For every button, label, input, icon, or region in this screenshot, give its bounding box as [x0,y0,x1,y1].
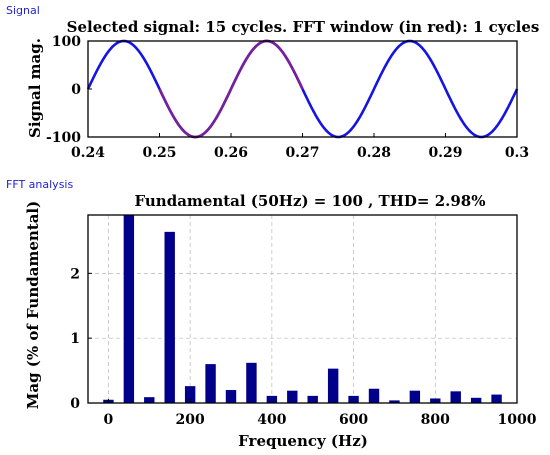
fft-x-tick-label: 0 [104,412,114,428]
fft-bar [123,215,135,403]
fft-y-tick-label: 0 [70,396,80,412]
fft-plot-frame [87,214,518,404]
fft-x-tick-label: 200 [176,412,205,428]
fft-chart-title: Fundamental (50Hz) = 100 , THD= 2.98% [135,192,486,210]
fft-ticks: 0 200 400 600 800 1000 0 1 2 [70,266,536,428]
fft-bar [287,390,298,403]
fft-bar [368,388,380,403]
fft-window-line [158,39,304,139]
signal-x-tick-label: 0.26 [214,145,248,161]
signal-x-tick-label: 0.28 [357,145,391,161]
fft-bar [205,364,216,403]
fft-bar [470,397,482,403]
signal-x-tick-label: 0.27 [285,145,319,161]
fft-bar [409,390,421,403]
fft-x-tick-label: 400 [257,412,286,428]
fft-y-tick-label: 1 [70,331,80,347]
signal-y-tick-label: 0 [71,82,81,98]
fft-bar [144,397,155,403]
fft-bar [491,394,502,403]
signal-x-tick-label: 0.25 [142,145,176,161]
signal-x-tick-label: 0.29 [428,145,462,161]
fft-y-tick-label: 2 [70,266,80,282]
signal-y-tick-label: -100 [46,130,81,146]
signal-y-tick-label: 100 [52,34,81,50]
signal-x-tick-label: 0.24 [71,145,105,161]
fft-x-tick-label: 1000 [498,412,537,428]
signal-chart-title: Selected signal: 15 cycles. FFT window (… [67,18,540,36]
fft-x-tick-label: 600 [339,412,368,428]
fft-bar [225,390,237,403]
fft-y-axis-label: Mag (% of Fundamental) [24,201,42,409]
signal-lines [86,39,519,139]
signal-plot-frame [87,40,518,138]
fft-bar [327,368,339,403]
fft-bar [164,231,175,403]
signal-chart: Selected signal: 15 cycles. FFT window (… [26,18,539,161]
fft-bar [389,400,400,403]
fft-panel-label: FFT analysis [6,178,73,191]
fft-x-tick-label: 800 [421,412,450,428]
fft-bar [184,386,196,403]
fft-grid [88,215,518,403]
fft-bar [450,391,461,403]
fft-bar [246,362,257,403]
signal-panel-label: Signal [6,4,40,17]
fft-bars [103,215,502,403]
signal-y-axis-label: Signal mag. [26,38,44,138]
fft-chart: Fundamental (50Hz) = 100 , THD= 2.98% Ma… [24,192,537,450]
fft-bar [307,395,318,403]
signal-ticks: 0.24 0.25 0.26 0.27 0.28 0.29 0.3 -100 0 100 [46,34,529,161]
fft-x-axis-label: Frequency (Hz) [238,432,368,450]
signal-x-tick-label: 0.3 [505,145,529,161]
